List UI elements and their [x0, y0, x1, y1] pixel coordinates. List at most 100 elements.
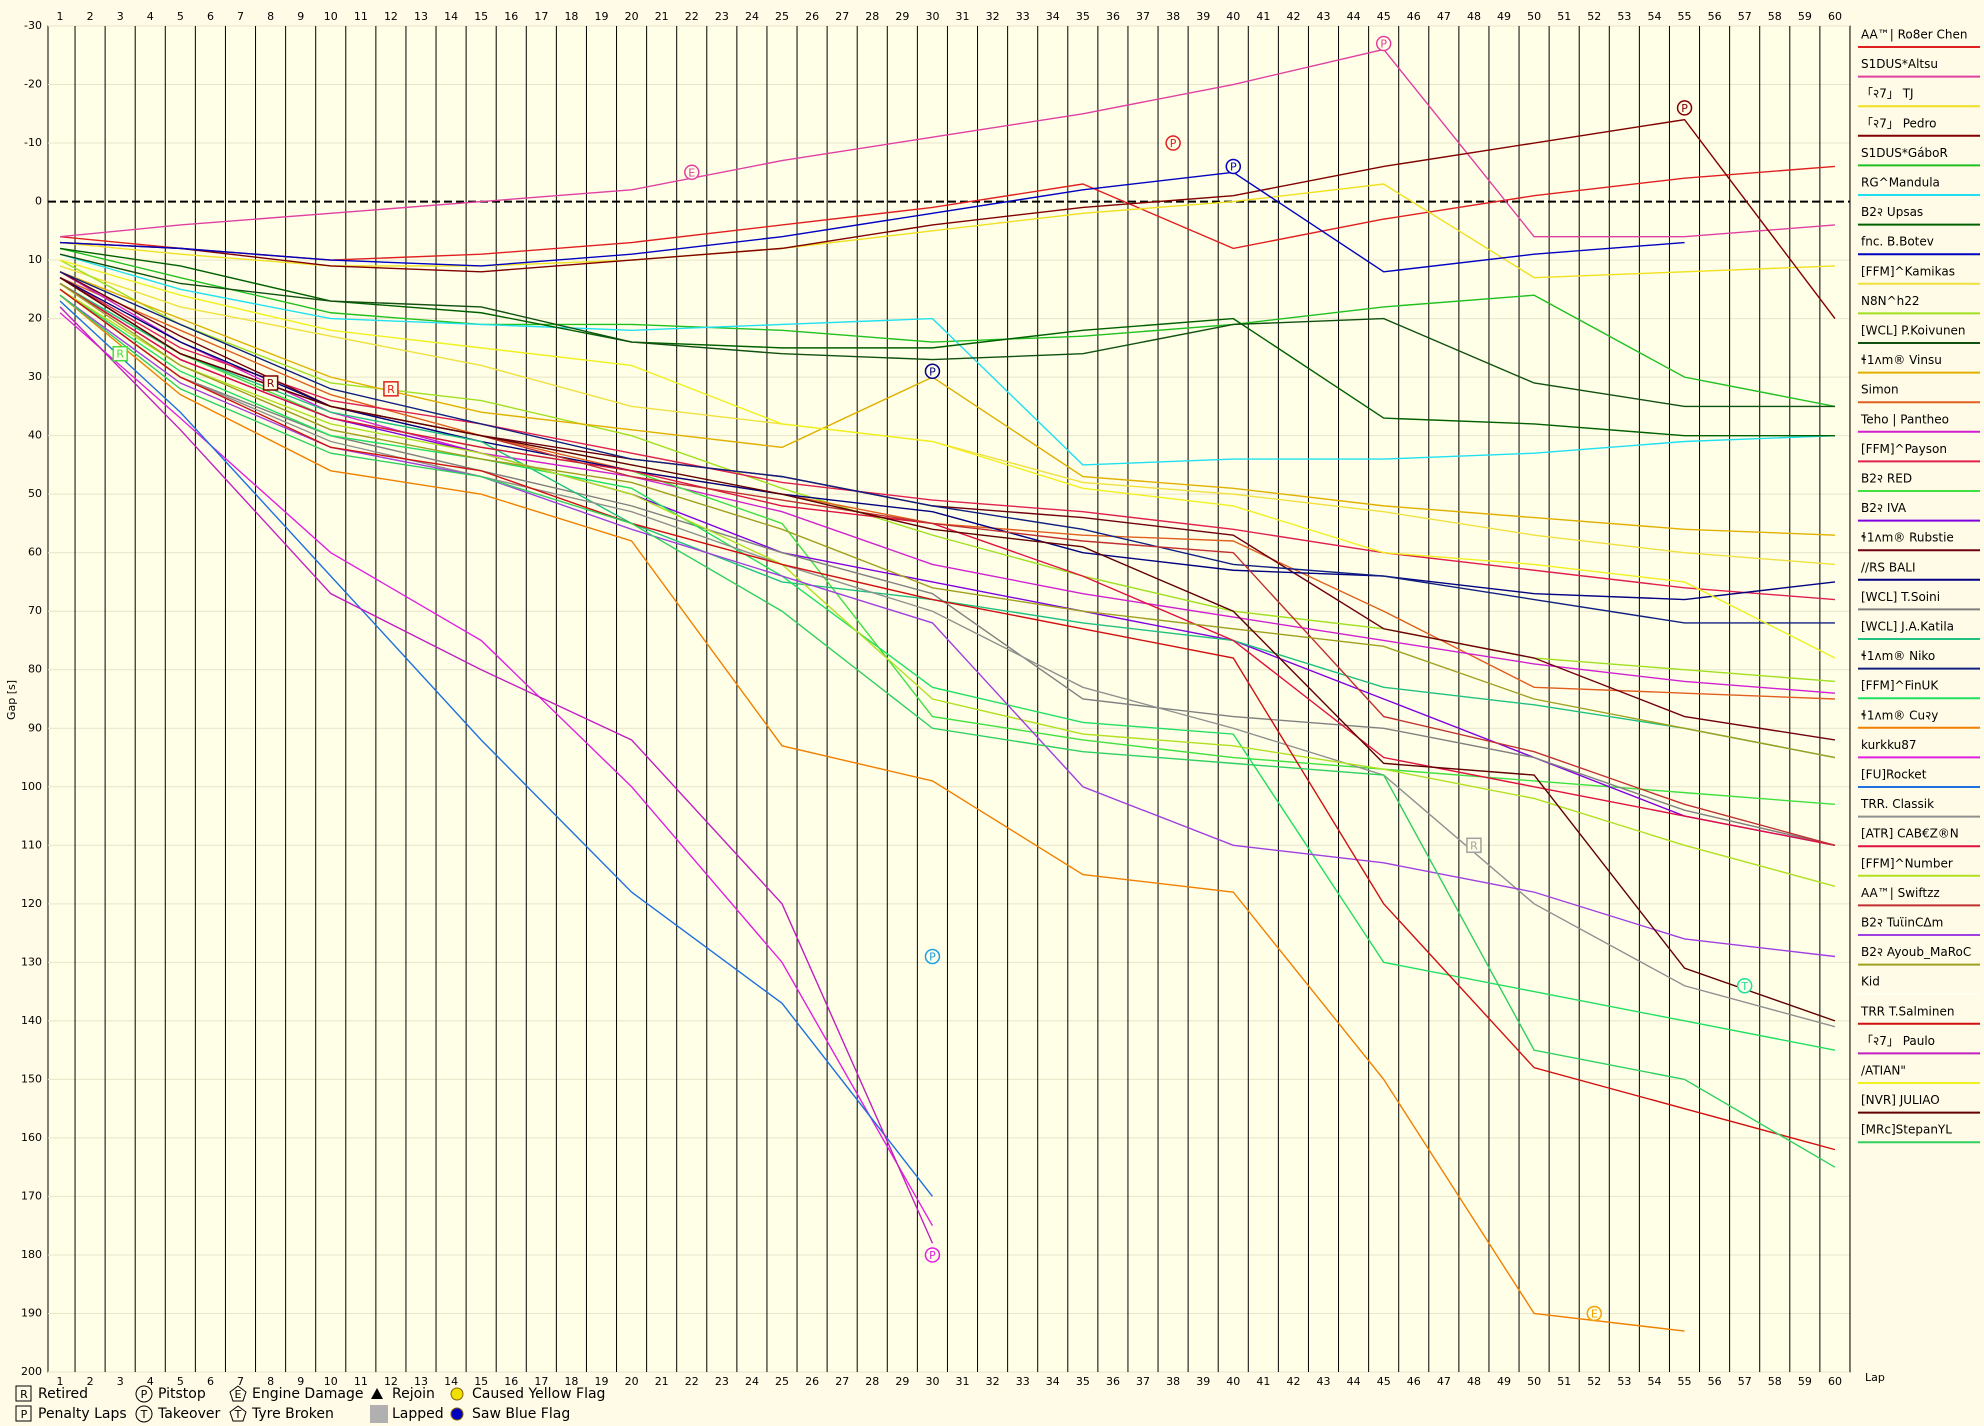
x-tick-label: 32 [986, 10, 1000, 23]
x-tick-label: 56 [1708, 10, 1722, 23]
x-tick-label: 26 [805, 10, 819, 23]
x-tick-label: 19 [595, 1375, 609, 1388]
event-shape [383, 381, 399, 397]
x-tick-label: 36 [1106, 1375, 1120, 1388]
x-tick-label: 28 [865, 10, 879, 23]
y-tick-label: 170 [21, 1189, 42, 1202]
x-tick-label: 34 [1046, 10, 1060, 23]
x-tick-label: 52 [1587, 10, 1601, 23]
x-tick-label: 54 [1647, 10, 1661, 23]
plot-area [47, 25, 1851, 1373]
x-tick-label: 3 [117, 1375, 124, 1388]
y-tick-label: 10 [28, 253, 42, 266]
x-tick-label: 40 [1226, 10, 1240, 23]
legend-label: B2२ Ayoub_MaRoC [1861, 945, 1971, 959]
x-tick-label: 59 [1798, 10, 1812, 23]
legend-label: B2२ IVA [1861, 501, 1907, 515]
y-tick-label: 190 [21, 1306, 42, 1319]
event-marker: R [383, 381, 399, 397]
x-tick-label: 58 [1768, 1375, 1782, 1388]
event-label: R [267, 377, 275, 390]
legend-label: [MRc]StepanYL [1861, 1123, 1952, 1137]
legend-symbol [229, 1385, 247, 1402]
legend-label: /ATIAN" [1861, 1064, 1906, 1078]
y-tick-label: 70 [28, 604, 42, 617]
x-tick-label: 42 [1286, 10, 1300, 23]
y-tick-label: 160 [21, 1131, 42, 1144]
series-line [59, 294, 1685, 1332]
x-tick-label: 7 [237, 10, 244, 23]
x-tick-label: 41 [1256, 10, 1270, 23]
series-line [59, 247, 1836, 408]
x-tick-label: 12 [384, 1375, 398, 1388]
series-line [59, 277, 1836, 1022]
legend-symbol-text: R [20, 1388, 28, 1401]
x-tick-label: 25 [775, 10, 789, 23]
x-tick-label: 44 [1347, 1375, 1361, 1388]
event-label: P [1230, 160, 1237, 173]
x-tick-label: 31 [956, 10, 970, 23]
legend-label: B2२ Upsas [1861, 205, 1923, 219]
x-tick-label: 21 [655, 1375, 669, 1388]
x-tick-label: 2 [87, 1375, 94, 1388]
event-shape [1165, 135, 1181, 151]
event-marker: T [1736, 978, 1753, 994]
x-tick-label: 57 [1738, 1375, 1752, 1388]
x-tick-label: 43 [1317, 10, 1331, 23]
x-tick-label: 57 [1738, 10, 1752, 23]
event-label: P [1170, 137, 1177, 150]
series-line [59, 259, 1836, 659]
x-tick-label: 50 [1527, 10, 1541, 23]
legend-label: [FFM]^Kamikas [1861, 264, 1955, 278]
legend-symbol [450, 1387, 464, 1401]
y-tick-label: 130 [21, 955, 42, 968]
x-tick-label: 32 [986, 1375, 1000, 1388]
x-tick-label: 2 [87, 10, 94, 23]
legend-symbol-text: P [21, 1408, 28, 1421]
legend-label: 「२7」 TJ [1861, 87, 1914, 101]
legend-label: B2२ TuϊinCΔm [1861, 916, 1943, 930]
legend-label: TRR. Classik [1860, 797, 1934, 811]
series-line [59, 48, 1836, 238]
event-shape [924, 1247, 941, 1263]
event-marker: E [1586, 1305, 1603, 1322]
x-tick-label: 17 [534, 10, 548, 23]
legend-symbol [135, 1405, 153, 1423]
legend-label: RG^Mandula [1861, 176, 1940, 190]
legend-symbol [370, 1405, 388, 1423]
event-marker: P [1165, 135, 1181, 151]
x-tick-label: 43 [1317, 1375, 1331, 1388]
x-tick-label: 24 [745, 1375, 759, 1388]
x-tick-label: 27 [835, 1375, 849, 1388]
x-tick-label: 60 [1828, 10, 1842, 23]
x-tick-label: 60 [1828, 1375, 1842, 1388]
x-tick-label: 18 [564, 1375, 578, 1388]
x-tick-label: 39 [1196, 10, 1210, 23]
x-tick-label: 51 [1557, 1375, 1571, 1388]
series-line [59, 288, 1836, 887]
event-label: P [1380, 38, 1387, 51]
event-label: E [688, 166, 695, 179]
event-label: R [387, 383, 395, 396]
x-tick-label: 7 [237, 1375, 244, 1388]
x-tick-label: 18 [564, 10, 578, 23]
legend-label: [WCL] T.Soini [1861, 590, 1940, 604]
legend-item-label: Takeover [157, 1406, 220, 1422]
y-tick-label: 200 [21, 1365, 42, 1378]
legend-label: TRR T.Salminen [1860, 1004, 1954, 1018]
x-tick-label: 46 [1407, 1375, 1421, 1388]
y-tick-label: -30 [24, 19, 42, 32]
legend-label: [FFM]^Number [1861, 856, 1953, 870]
y-tick-label: 180 [21, 1248, 42, 1261]
legend-symbol [371, 1388, 383, 1399]
x-tick-label: 30 [925, 1375, 939, 1388]
x-tick-label: 48 [1467, 1375, 1481, 1388]
series-line [59, 253, 1835, 408]
y-tick-label: 110 [21, 838, 42, 851]
y-tick-label: 50 [28, 487, 42, 500]
x-tick-label: 14 [444, 10, 458, 23]
legend-label: Teho | Pantheo [1860, 412, 1949, 426]
x-tick-label: 22 [685, 10, 699, 23]
x-tick-label: 37 [1136, 1375, 1150, 1388]
